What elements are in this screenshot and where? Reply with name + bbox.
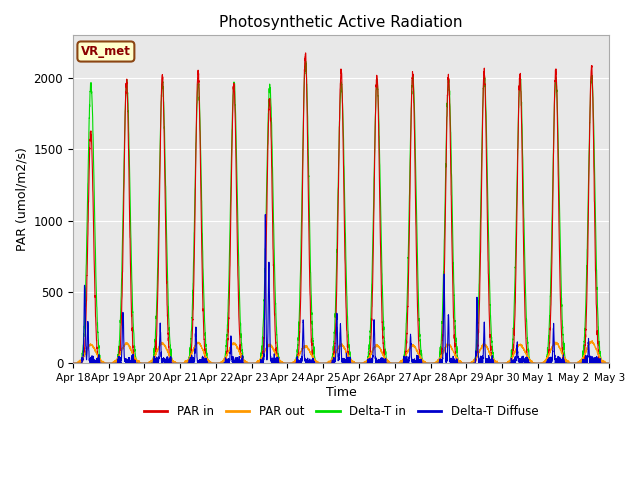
Legend: PAR in, PAR out, Delta-T in, Delta-T Diffuse: PAR in, PAR out, Delta-T in, Delta-T Dif… xyxy=(139,401,543,423)
Y-axis label: PAR (umol/m2/s): PAR (umol/m2/s) xyxy=(15,147,28,252)
Text: VR_met: VR_met xyxy=(81,45,131,58)
X-axis label: Time: Time xyxy=(326,386,356,399)
Title: Photosynthetic Active Radiation: Photosynthetic Active Radiation xyxy=(220,15,463,30)
